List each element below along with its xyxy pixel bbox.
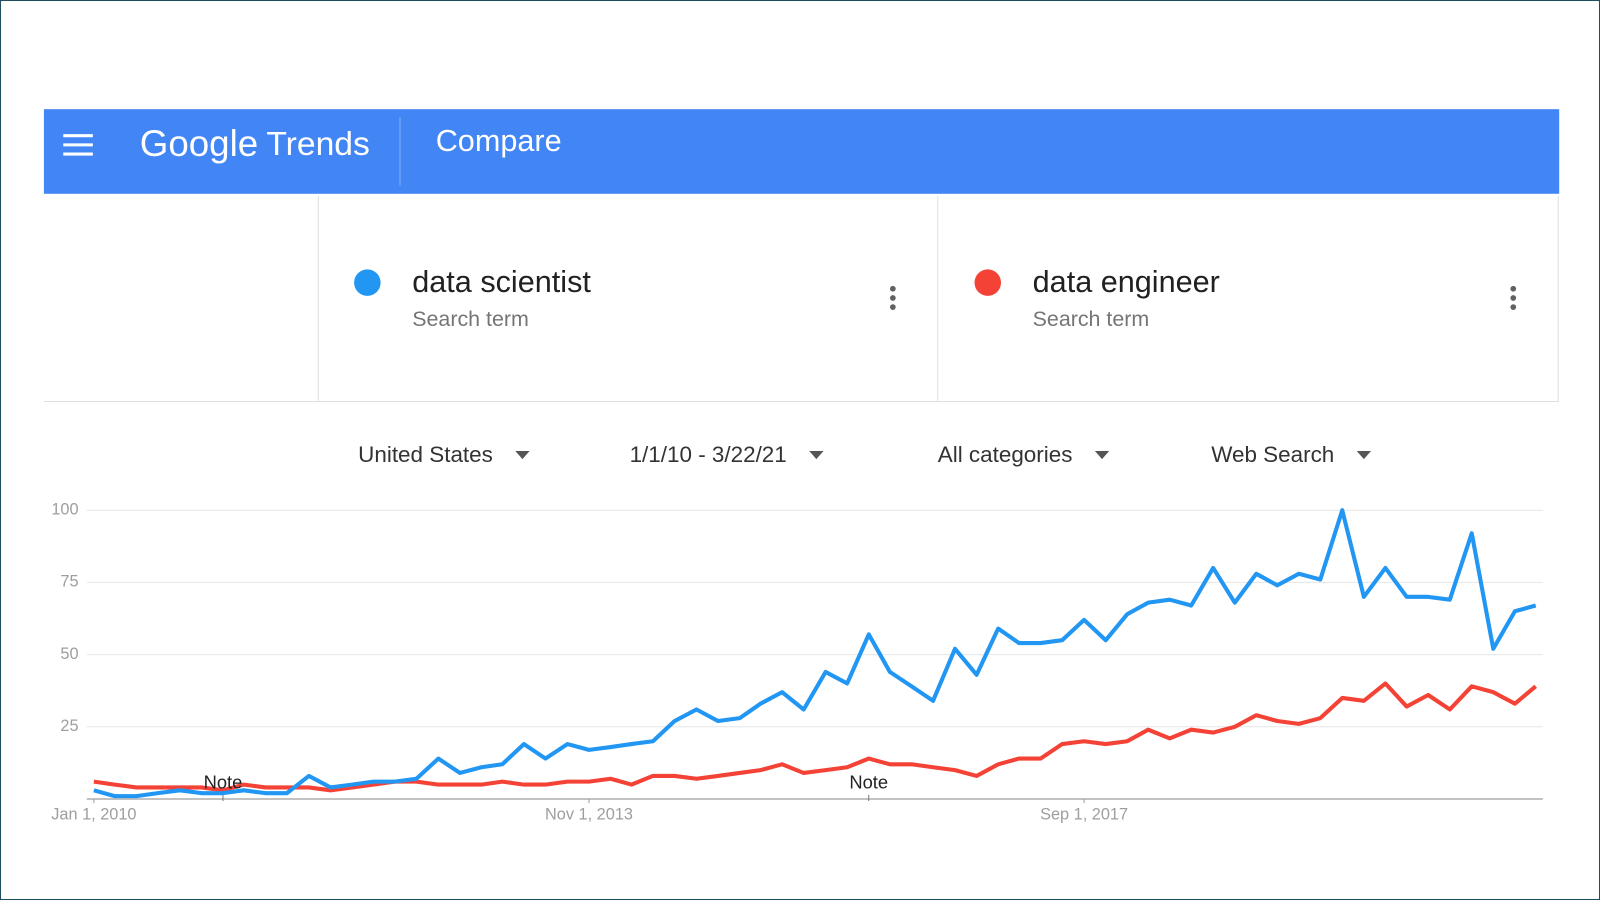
legend-name: data scientist xyxy=(412,265,591,299)
legend-dot xyxy=(354,269,381,296)
logo-product: Trends xyxy=(266,126,370,163)
annotation: Note xyxy=(204,772,243,793)
trend-line xyxy=(93,508,1537,799)
dropdown-arrow xyxy=(809,451,824,460)
filter-dropdown[interactable]: United States xyxy=(358,442,493,467)
filter-dropdown[interactable]: All categories xyxy=(938,442,1073,467)
logo-brand: Google xyxy=(140,123,258,164)
more-menu[interactable] xyxy=(1510,285,1517,311)
app-bar xyxy=(43,109,1560,194)
term-card[interactable]: data engineer Search term xyxy=(974,265,1517,331)
dropdown-arrow xyxy=(515,451,530,460)
filter-dropdown[interactable]: 1/1/10 - 3/22/21 xyxy=(630,442,787,467)
page-title: Compare xyxy=(436,124,562,158)
trend-chart: 25 50 75 100 Jan 1, 2010 Nov 1, 2013 Sep 1, 20… xyxy=(51,501,1543,824)
x-tick-label: Jan 1, 2010 xyxy=(51,806,136,824)
term-type: Search term xyxy=(1033,307,1150,331)
filter-bar: United States 1/1/10 - 3/22/21 All categ… xyxy=(358,442,1372,467)
dropdown-arrow xyxy=(1094,451,1110,460)
term-type: Search term xyxy=(412,307,529,331)
logo[interactable]: Google Trends xyxy=(140,123,370,164)
term-card[interactable]: data scientist Search term xyxy=(354,265,896,331)
filter-dropdown[interactable]: Web Search xyxy=(1211,442,1334,467)
dropdown-arrow xyxy=(1356,451,1372,460)
legend-dot xyxy=(974,269,1002,296)
y-tick-label: 75 xyxy=(60,573,78,591)
legend-name: data engineer xyxy=(1033,265,1220,299)
menu-icon[interactable] xyxy=(63,134,93,156)
trend-line xyxy=(93,681,1538,793)
x-tick-label: Sep 1, 2017 xyxy=(1040,806,1128,824)
more-menu[interactable] xyxy=(890,285,896,311)
y-tick-label: 25 xyxy=(60,717,78,735)
annotation: Note xyxy=(849,772,888,793)
y-tick-label: 50 xyxy=(60,645,78,663)
y-tick-label: 100 xyxy=(51,501,78,519)
x-tick-label: Nov 1, 2013 xyxy=(545,806,633,824)
term-panel xyxy=(43,193,1560,402)
